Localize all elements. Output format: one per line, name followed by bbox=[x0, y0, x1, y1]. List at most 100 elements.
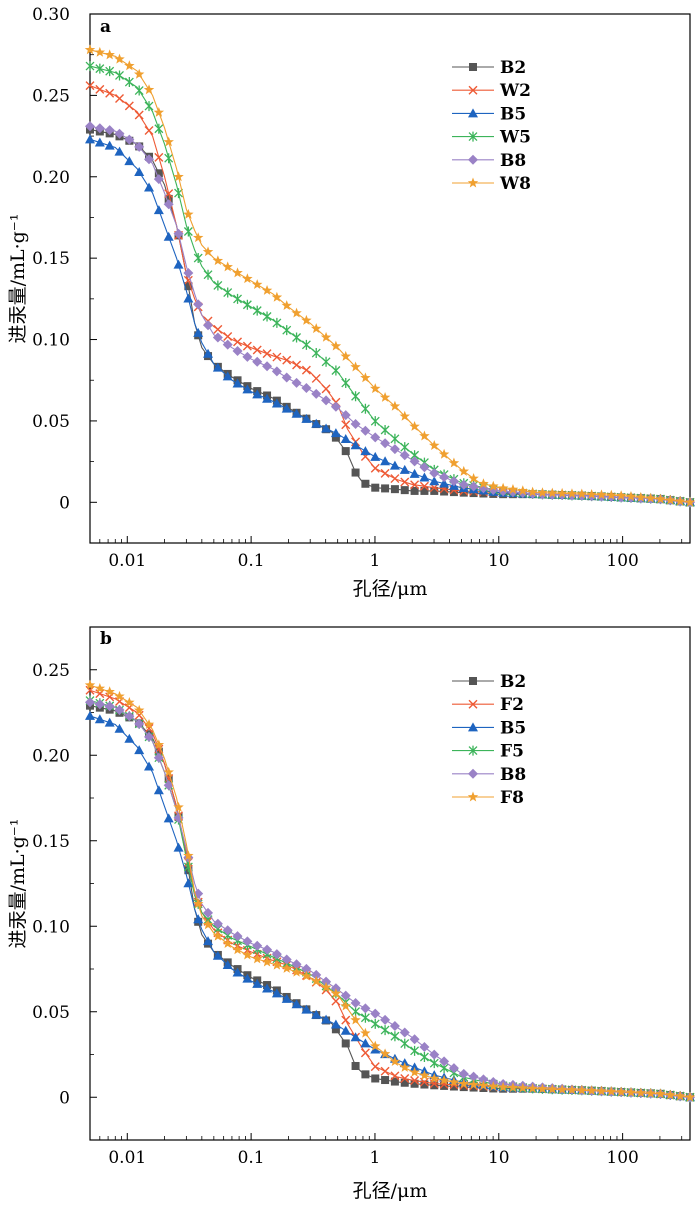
x-tick-label: 100 bbox=[606, 551, 638, 571]
data-point bbox=[430, 1081, 439, 1090]
data-point bbox=[173, 171, 184, 182]
data-point bbox=[478, 1080, 489, 1091]
data-point bbox=[134, 85, 144, 96]
y-tick-label: 0.25 bbox=[32, 661, 70, 681]
data-point bbox=[144, 154, 155, 165]
data-point bbox=[419, 1041, 430, 1052]
data-point bbox=[351, 391, 361, 402]
data-point bbox=[409, 420, 420, 431]
data-point bbox=[468, 481, 479, 492]
data-point bbox=[390, 474, 400, 484]
data-point bbox=[223, 332, 233, 341]
data-point bbox=[212, 950, 223, 960]
legend-marker bbox=[468, 699, 478, 709]
data-point bbox=[350, 1014, 361, 1025]
data-point bbox=[400, 486, 409, 495]
legend-label: B8 bbox=[500, 151, 526, 171]
data-point bbox=[537, 487, 548, 498]
data-point bbox=[341, 377, 351, 388]
data-point bbox=[380, 1025, 390, 1036]
data-point bbox=[252, 978, 263, 988]
data-point bbox=[645, 492, 656, 503]
series-W8 bbox=[84, 44, 696, 507]
data-point bbox=[114, 53, 125, 64]
data-point bbox=[341, 1015, 351, 1025]
data-point bbox=[163, 813, 174, 823]
data-point bbox=[410, 1079, 419, 1088]
data-point bbox=[429, 476, 440, 486]
data-point bbox=[184, 282, 193, 291]
data-point bbox=[438, 1074, 450, 1085]
data-point bbox=[341, 420, 351, 430]
data-point bbox=[281, 372, 292, 383]
legend-marker bbox=[469, 677, 477, 685]
data-point bbox=[379, 391, 391, 402]
data-point bbox=[360, 446, 371, 456]
data-point bbox=[311, 969, 322, 980]
data-point bbox=[684, 496, 696, 507]
data-point bbox=[301, 314, 312, 325]
data-point bbox=[400, 1038, 410, 1049]
data-point bbox=[468, 472, 479, 483]
data-point bbox=[430, 486, 439, 495]
data-point bbox=[94, 714, 105, 724]
series-line bbox=[89, 65, 691, 503]
plot-frame bbox=[89, 13, 691, 544]
data-point bbox=[271, 949, 282, 960]
data-point bbox=[419, 1052, 429, 1063]
data-point bbox=[448, 1063, 459, 1074]
data-point bbox=[144, 723, 154, 733]
data-point bbox=[350, 361, 361, 372]
data-point bbox=[478, 478, 489, 489]
data-point bbox=[311, 373, 321, 383]
data-point bbox=[124, 77, 134, 88]
data-point bbox=[222, 925, 233, 936]
data-point bbox=[114, 705, 125, 716]
data-point bbox=[192, 232, 204, 243]
data-point bbox=[330, 428, 341, 438]
data-point bbox=[625, 1087, 637, 1097]
data-point bbox=[291, 377, 302, 388]
data-point bbox=[153, 752, 164, 763]
data-point bbox=[458, 479, 469, 490]
data-point bbox=[576, 488, 588, 499]
data-point bbox=[389, 1020, 400, 1031]
data-point bbox=[251, 953, 263, 964]
data-point bbox=[252, 389, 263, 399]
panel-label: a bbox=[100, 17, 111, 37]
data-point bbox=[497, 482, 509, 493]
data-point bbox=[380, 456, 391, 466]
data-point bbox=[94, 682, 106, 693]
data-point bbox=[381, 484, 390, 493]
data-point bbox=[85, 697, 95, 708]
series-B8 bbox=[85, 697, 695, 1103]
data-point bbox=[124, 60, 135, 71]
data-point bbox=[684, 1091, 696, 1102]
data-point bbox=[85, 134, 95, 144]
data-point bbox=[222, 960, 233, 970]
data-point bbox=[468, 1071, 479, 1082]
data-point bbox=[409, 1066, 420, 1077]
data-point bbox=[85, 61, 95, 72]
data-point bbox=[272, 352, 282, 362]
x-tick-label: 10 bbox=[488, 551, 510, 571]
data-point bbox=[331, 996, 341, 1006]
data-point bbox=[242, 351, 253, 362]
data-point bbox=[389, 1056, 401, 1067]
data-point bbox=[233, 337, 243, 347]
data-point bbox=[114, 146, 125, 156]
data-point bbox=[154, 123, 164, 134]
data-point bbox=[242, 299, 252, 310]
data-point bbox=[440, 1081, 449, 1090]
data-point bbox=[370, 1044, 381, 1054]
legend-label: B5 bbox=[500, 104, 526, 124]
data-point bbox=[380, 1014, 391, 1025]
data-point bbox=[232, 346, 243, 357]
legend-label: B2 bbox=[500, 58, 526, 78]
data-point bbox=[213, 280, 223, 291]
data-point bbox=[330, 988, 342, 998]
data-point bbox=[242, 973, 253, 983]
data-point bbox=[183, 208, 194, 219]
data-point bbox=[419, 472, 430, 482]
data-point bbox=[134, 745, 145, 755]
